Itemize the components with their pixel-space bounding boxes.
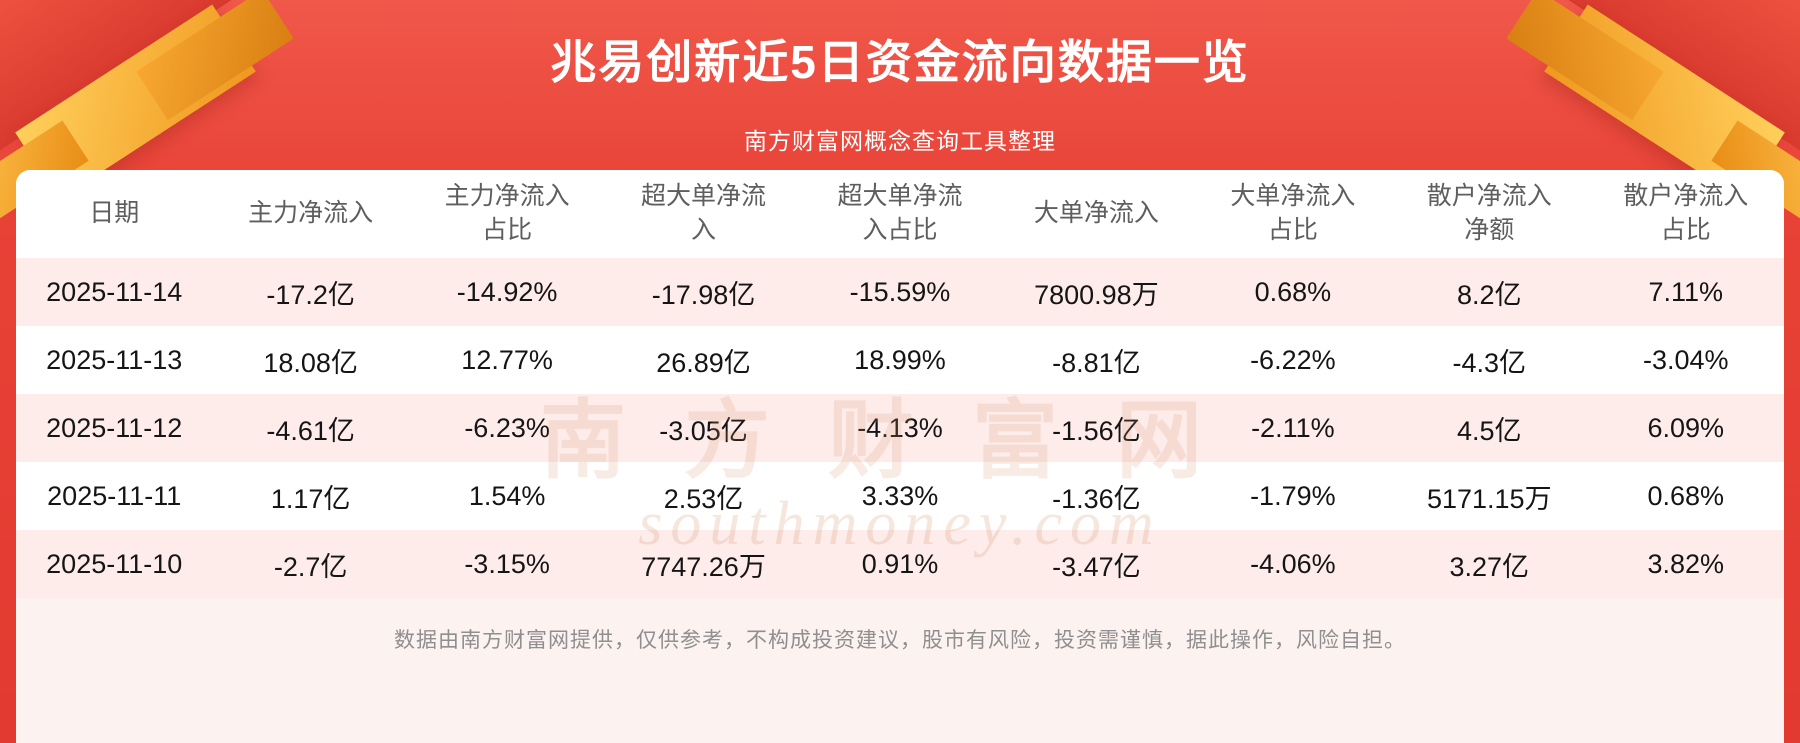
table-cell: -17.2亿 [212,258,409,326]
table-cell: 0.68% [1194,258,1392,326]
table-cell: 18.08亿 [212,326,409,394]
header-row: 日期 主力净流入 主力净流入占比 超大单净流入 超大单净流入占比 大单净流入 大… [16,170,1784,258]
table-cell: 1.17亿 [212,462,409,530]
column-header: 大单净流入占比 [1194,170,1392,258]
banner: 兆易创新近5日资金流向数据一览 南方财富网概念查询工具整理 [0,0,1800,156]
table-cell: 7.11% [1587,258,1784,326]
table-cell: 3.33% [801,462,999,530]
table-cell: 3.27亿 [1391,530,1588,598]
table-cell: 2025-11-11 [16,462,213,530]
table-cell: 2025-11-10 [16,530,213,598]
column-header: 超大单净流入占比 [801,170,999,258]
table-cell: 8.2亿 [1391,258,1588,326]
table-cell: 12.77% [408,326,606,394]
disclaimer-text: 数据由南方财富网提供，仅供参考，不构成投资建议，股市有风险，投资需谨慎，据此操作… [394,629,1406,652]
table-cell: 7800.98万 [998,258,1195,326]
table-cell: 6.09% [1587,394,1784,462]
column-header: 主力净流入 [212,170,409,258]
table-row: 2025-11-14 -17.2亿 -14.92% -17.98亿 -15.59… [16,258,1784,326]
table-cell: -3.15% [408,530,606,598]
table-cell: -6.22% [1194,326,1392,394]
table-cell: -8.81亿 [998,326,1195,394]
page-subtitle: 南方财富网概念查询工具整理 [744,128,1056,154]
column-header: 散户净流入净额 [1391,170,1588,258]
table-row: 2025-11-13 18.08亿 12.77% 26.89亿 18.99% -… [16,326,1784,394]
column-header: 散户净流入占比 [1587,170,1784,258]
table-cell: 4.5亿 [1391,394,1588,462]
table-cell: -1.56亿 [998,394,1195,462]
table-cell: 2025-11-13 [16,326,213,394]
table-cell: 1.54% [408,462,606,530]
table-cell: -14.92% [408,258,606,326]
table-cell: -3.47亿 [998,530,1195,598]
table-cell: -2.11% [1194,394,1392,462]
table-cell: -4.61亿 [212,394,409,462]
table-cell: 7747.26万 [605,530,802,598]
column-header: 主力净流入占比 [408,170,606,258]
data-card: 日期 主力净流入 主力净流入占比 超大单净流入 超大单净流入占比 大单净流入 大… [16,170,1784,743]
table-cell: 2025-11-12 [16,394,213,462]
table-cell: -15.59% [801,258,999,326]
table-cell: -1.79% [1194,462,1392,530]
table-cell: -6.23% [408,394,606,462]
table-cell: 2025-11-14 [16,258,213,326]
table-cell: -1.36亿 [998,462,1195,530]
table-cell: -2.7亿 [212,530,409,598]
table-cell: -4.06% [1194,530,1392,598]
table-cell: -3.04% [1587,326,1784,394]
table-cell: -3.05亿 [605,394,802,462]
table-cell: 0.91% [801,530,999,598]
column-header: 超大单净流入 [605,170,802,258]
table-cell: -17.98亿 [605,258,802,326]
table-row: 2025-11-12 -4.61亿 -6.23% -3.05亿 -4.13% -… [16,394,1784,462]
table-cell: 18.99% [801,326,999,394]
fund-flow-table: 日期 主力净流入 主力净流入占比 超大单净流入 超大单净流入占比 大单净流入 大… [16,170,1784,598]
table-row: 2025-11-11 1.17亿 1.54% 2.53亿 3.33% -1.36… [16,462,1784,530]
table-cell: 26.89亿 [605,326,802,394]
column-header: 大单净流入 [998,170,1195,258]
table-cell: 0.68% [1587,462,1784,530]
table-cell: 2.53亿 [605,462,802,530]
table-cell: 5171.15万 [1391,462,1588,530]
table-cell: -4.3亿 [1391,326,1588,394]
page-title: 兆易创新近5日资金流向数据一览 [550,36,1250,88]
table-row: 2025-11-10 -2.7亿 -3.15% 7747.26万 0.91% -… [16,530,1784,598]
column-header: 日期 [16,170,213,258]
table-cell: 3.82% [1587,530,1784,598]
table-cell: -4.13% [801,394,999,462]
